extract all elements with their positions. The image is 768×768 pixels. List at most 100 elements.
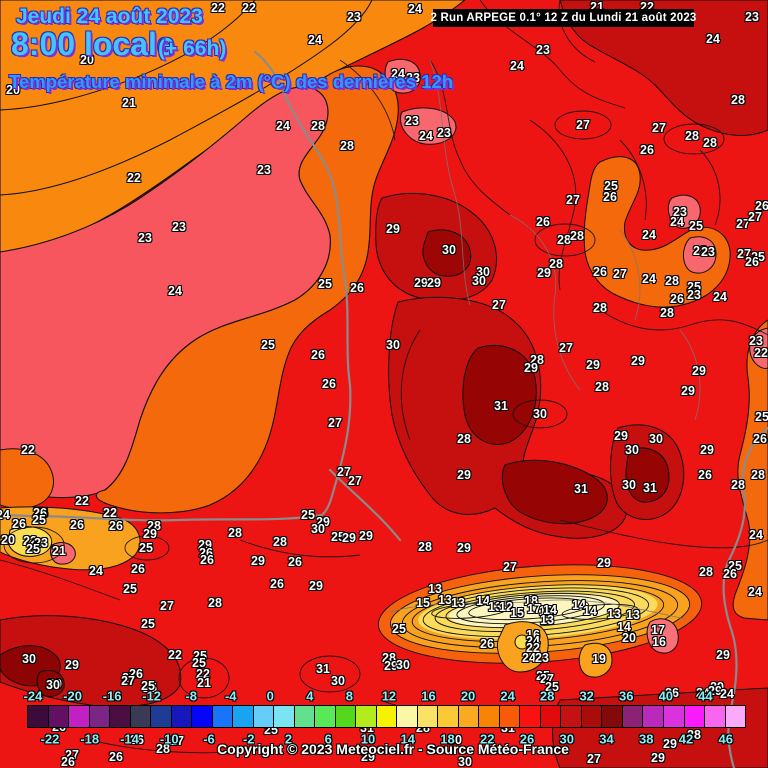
temp-label: 27 — [337, 464, 351, 479]
temp-label: 26 — [753, 431, 767, 446]
legend-value-label: -22 — [40, 731, 60, 747]
temp-label: 30 — [472, 273, 486, 288]
temp-label: 28 — [273, 534, 287, 549]
temp-label: 13 — [451, 595, 465, 610]
temp-label: 23 — [536, 42, 550, 57]
temp-label: 25 — [301, 507, 315, 522]
temp-label: 14 — [476, 593, 490, 608]
legend-swatch — [47, 705, 70, 728]
temp-label: 22 — [196, 666, 210, 681]
legend-swatch — [539, 705, 562, 728]
temp-label: 23 — [749, 333, 763, 348]
legend-swatch — [396, 705, 418, 728]
temp-label: 30 — [649, 431, 663, 446]
temp-label: 22 — [693, 243, 707, 258]
temp-label: 26 — [130, 732, 144, 747]
temp-label: 21 — [52, 543, 66, 558]
temp-label: 27 — [160, 598, 174, 613]
temp-label: 22 — [211, 0, 225, 15]
legend-value-label: 30 — [559, 731, 574, 747]
temp-label: 26 — [199, 545, 213, 560]
temp-label: 27 — [613, 266, 627, 281]
legend-swatch — [724, 705, 747, 728]
legend-swatch — [704, 705, 726, 728]
temp-label: 25 — [193, 648, 207, 663]
temp-label: 28 — [687, 727, 701, 742]
temp-label: 13 — [488, 599, 502, 614]
legend-value-label: 20 — [460, 688, 476, 704]
temp-label: 27 — [65, 747, 79, 762]
temp-label: 25 — [141, 616, 155, 631]
temp-label: 25 — [751, 249, 765, 264]
temp-label: 30 — [48, 676, 62, 691]
temp-label: 25 — [141, 678, 155, 693]
temp-label: 25 — [392, 621, 406, 636]
legend-value-label: 8 — [345, 688, 354, 704]
temp-label: 28 — [660, 305, 674, 320]
legend-value-label: 2 — [284, 731, 293, 747]
temp-label: 24 — [706, 31, 720, 46]
region-spain-coast-warmspots — [0, 506, 141, 571]
temp-label: 26 — [109, 749, 123, 764]
temp-label: 27 — [587, 751, 601, 766]
legend-swatch — [129, 705, 152, 728]
temp-label: 27 — [540, 671, 554, 686]
temp-label: 26 — [603, 189, 617, 204]
copyright-notice: Copyright © 2023 Meteociel.fr - Source M… — [217, 741, 569, 757]
temp-label: 23 — [745, 9, 759, 24]
temp-label: 22 — [168, 647, 182, 662]
temp-label: 22 — [526, 640, 540, 655]
temp-label: 30 — [22, 651, 36, 666]
temp-label: 27 — [566, 192, 580, 207]
temp-label: 27 — [736, 216, 750, 231]
temp-label: 28 — [731, 92, 745, 107]
legend-swatch — [334, 705, 357, 728]
temp-label: 28 — [557, 232, 571, 247]
temp-label: 26 — [536, 214, 550, 229]
temp-label: 26 — [593, 264, 607, 279]
temp-label: 26 — [670, 291, 684, 306]
legend-swatch — [621, 705, 644, 728]
temp-label: 28 — [570, 228, 584, 243]
temp-label: 15 — [416, 595, 430, 610]
temp-label: 29 — [309, 578, 323, 593]
region-center-west-dark — [375, 193, 497, 302]
temp-label: 17 — [527, 601, 541, 616]
temp-label: 29 — [143, 526, 157, 541]
temp-label: 29 — [692, 363, 706, 378]
temp-label: 24 — [642, 227, 656, 242]
temp-label: 26 — [745, 254, 759, 269]
temp-label: 31 — [316, 661, 330, 676]
temp-label: 30 — [386, 337, 400, 352]
temp-label: 29 — [663, 736, 677, 751]
temp-label: 28 — [685, 128, 699, 143]
map-subtitle: Température minimale à 2m (°C) des derni… — [9, 71, 454, 92]
temp-label: 27 — [503, 559, 517, 574]
legend-value-label: 32 — [579, 688, 594, 704]
temp-label: 25 — [755, 409, 768, 424]
temp-label: 29 — [700, 442, 714, 457]
temp-label: 31 — [574, 481, 588, 496]
temp-label: 30 — [442, 242, 456, 257]
temp-label: 20 — [1, 532, 15, 547]
temp-label: 22 — [103, 505, 117, 520]
temp-label: 23 — [535, 650, 549, 665]
temp-label: 25 — [32, 512, 46, 527]
temp-label: 28 — [530, 352, 544, 367]
temp-label: 26 — [288, 554, 302, 569]
temp-label: 23 — [138, 230, 152, 245]
temp-label: 26 — [70, 517, 84, 532]
temp-label: 29 — [681, 383, 695, 398]
temp-label: 29 — [631, 353, 645, 368]
legend-value-label: 0 — [266, 688, 274, 704]
legend-swatch — [478, 705, 500, 728]
legend-value-label: 42 — [678, 731, 694, 747]
temp-label: 21 — [122, 95, 136, 110]
temp-label: 23 — [687, 287, 701, 302]
legend-value-label: -18 — [80, 731, 100, 747]
temp-label: 23 — [406, 70, 420, 85]
legend-swatch — [519, 705, 541, 728]
temp-label: 27 — [348, 473, 362, 488]
temp-label: 29 — [251, 553, 265, 568]
